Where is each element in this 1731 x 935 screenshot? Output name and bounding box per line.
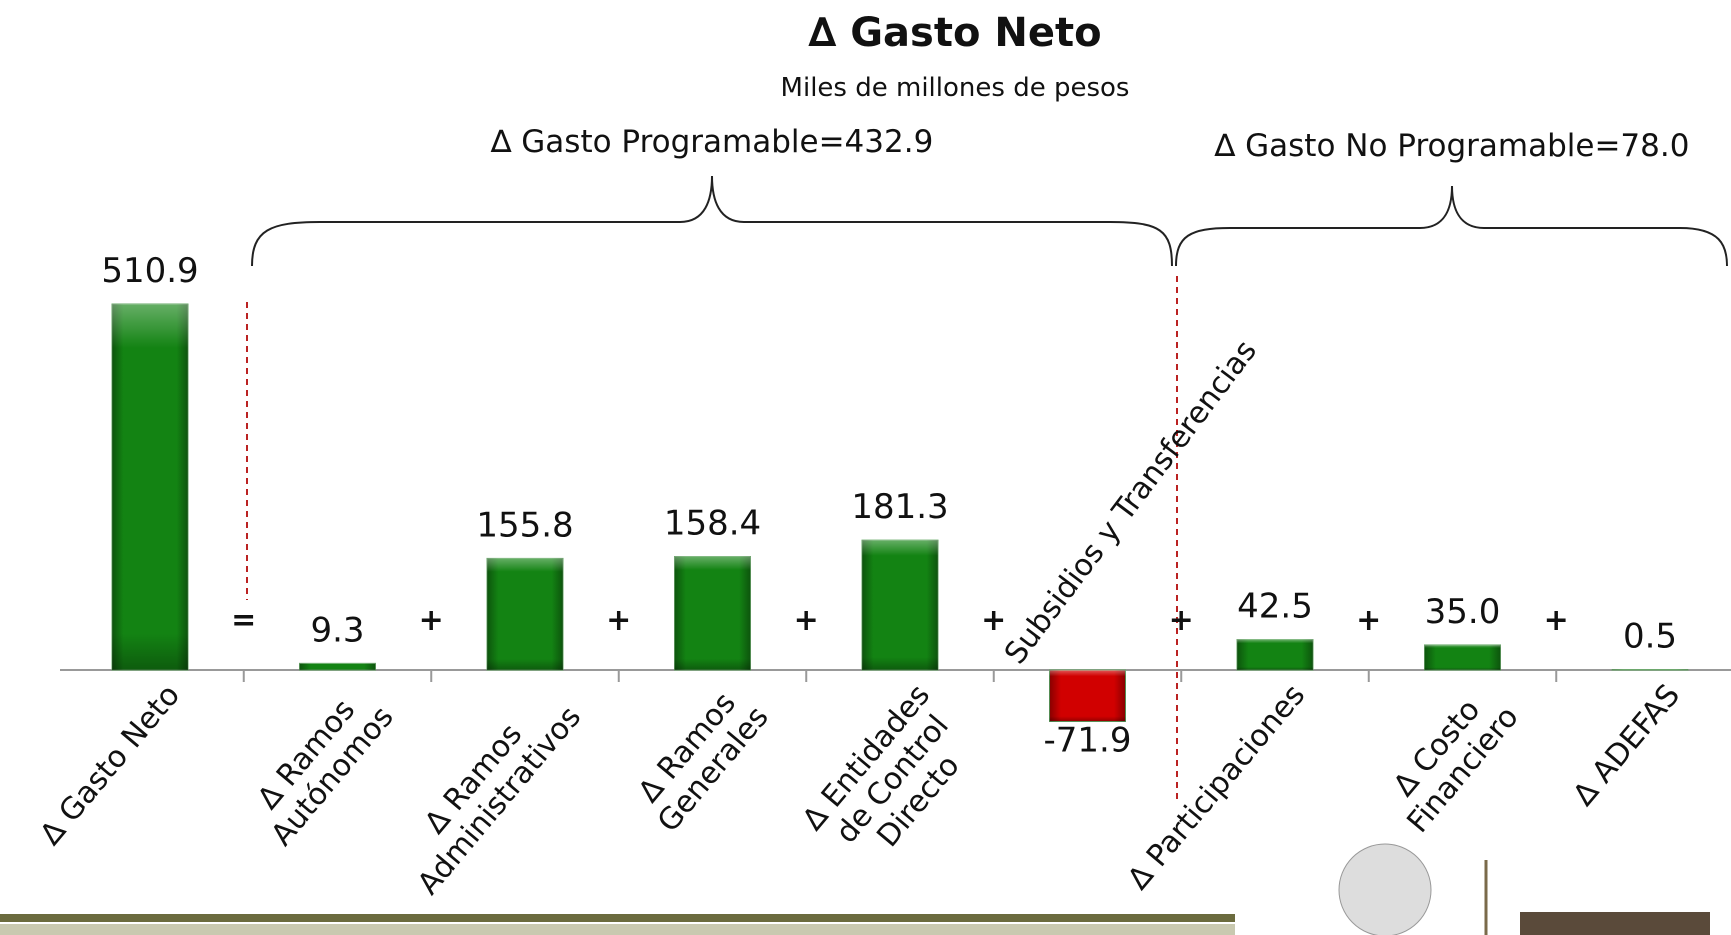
operator: +: [1169, 603, 1194, 638]
x-tick-label: ∆ Gasto Neto: [33, 678, 187, 853]
plot: 510.9 ∆ Gasto Neto 9.3 ∆ RamosAutónomos 155.…: [33, 251, 1731, 901]
value-label: 9.3: [310, 610, 364, 650]
bar-shade: [487, 558, 563, 670]
x-tick-label: Subsidios y Transferencias: [998, 334, 1264, 671]
bar-shade: [112, 304, 188, 670]
value-label: 181.3: [851, 487, 948, 527]
bracket: [1175, 185, 1728, 267]
value-label: 42.5: [1237, 587, 1313, 627]
bar-shade: [1424, 644, 1501, 670]
x-tick-label: ∆ CostoFinanciero: [1374, 678, 1525, 840]
bar-shade: [862, 540, 938, 670]
chart-subtitle: Miles de millones de pesos: [781, 73, 1130, 103]
bar-shade: [299, 663, 376, 670]
bar-shade: [674, 556, 751, 670]
value-label: 35.0: [1425, 592, 1501, 632]
bar-shade: [1237, 639, 1313, 670]
value-label: 155.8: [476, 505, 573, 545]
chart-title: ∆ Gasto Neto: [808, 10, 1101, 56]
operator: +: [419, 603, 444, 638]
bracket: [251, 175, 1173, 267]
x-tick-label: ∆ RamosAutónomos: [238, 678, 400, 853]
x-tick-label: ∆ RamosGenerales: [625, 678, 776, 839]
x-tick-label: ∆ Participaciones: [1120, 678, 1312, 897]
operator: +: [1544, 603, 1569, 638]
x-tick-label: ∆ ADEFAS: [1566, 678, 1687, 813]
value-label: 0.5: [1623, 617, 1677, 657]
bracket-label: ∆ Gasto Programable=432.9: [490, 124, 934, 160]
bar-shade: [1049, 670, 1126, 722]
operator: +: [1356, 603, 1381, 638]
value-label: -71.9: [1044, 721, 1132, 761]
bracket-label: ∆ Gasto No Programable=78.0: [1214, 128, 1690, 164]
operator: +: [606, 603, 631, 638]
footer-band: [0, 914, 1235, 922]
value-label: 158.4: [664, 504, 761, 544]
x-tick-label: ∆ Entidadesde ControlDirecto: [795, 678, 989, 882]
logo: [1338, 843, 1432, 935]
x-tick-label: ∆ RamosAdministrativos: [385, 678, 588, 902]
value-label: 510.9: [101, 251, 198, 291]
footer-band: [0, 924, 1235, 935]
operator: =: [231, 603, 256, 638]
operator: +: [981, 603, 1006, 638]
operator: +: [794, 603, 819, 638]
logo: [1520, 912, 1710, 935]
